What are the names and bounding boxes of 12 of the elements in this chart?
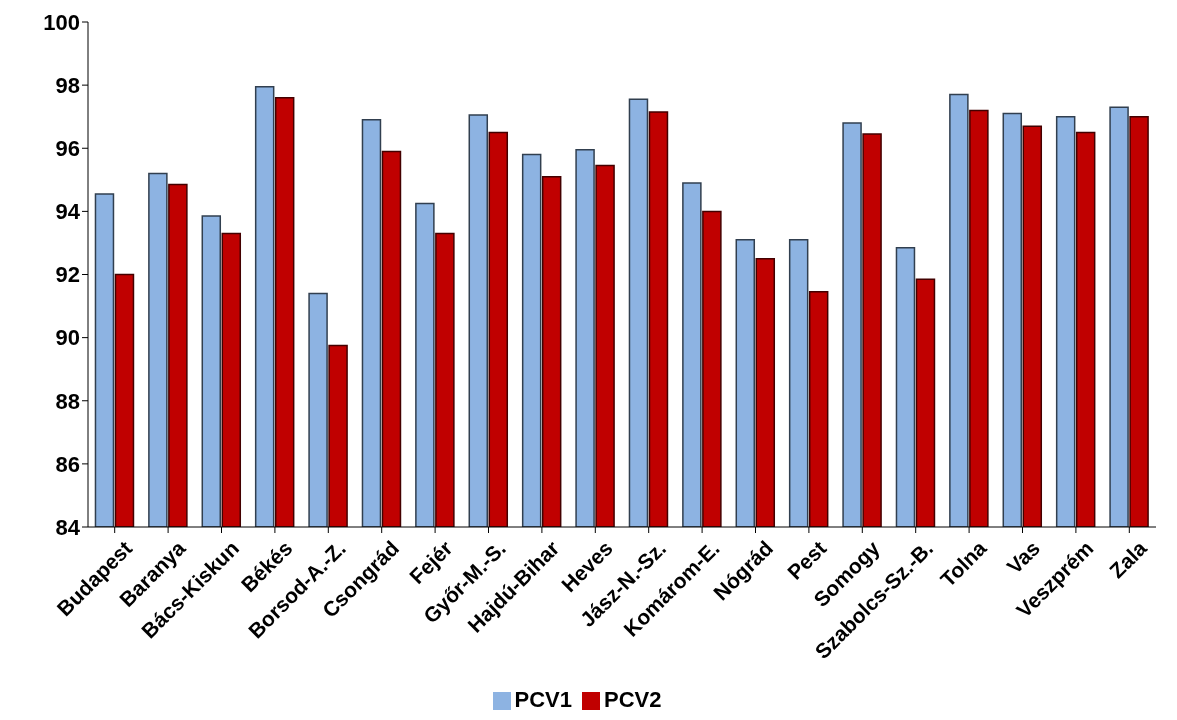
y-tick-label: 100 (43, 9, 80, 35)
y-tick-label: 92 (55, 262, 80, 288)
y-tick-label: 94 (55, 199, 81, 225)
y-tick-label: 96 (55, 136, 80, 162)
y-tick-label: 88 (55, 388, 80, 414)
y-tick-label: 98 (55, 72, 80, 98)
legend-label: PCV2 (604, 687, 662, 712)
y-tick-label: 90 (55, 325, 80, 351)
x-tick-label: Zala (1104, 536, 1152, 583)
legend-label: PCV1 (514, 687, 572, 712)
y-tick-label: 84 (55, 514, 81, 540)
y-tick-label: 86 (55, 451, 80, 477)
